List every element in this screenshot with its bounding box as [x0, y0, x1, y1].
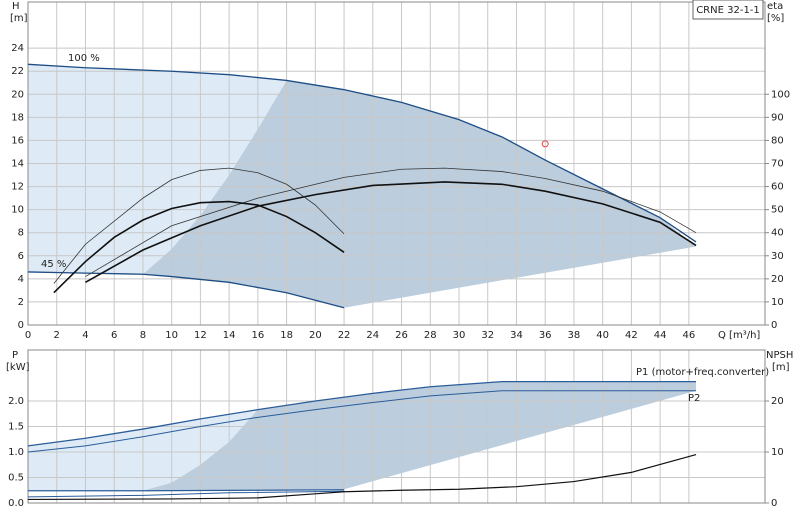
x-tick-label: 8: [140, 330, 146, 341]
x-tick-label: 4: [82, 330, 88, 341]
operating-region: [28, 64, 287, 275]
x-tick-label: 6: [111, 330, 117, 341]
y2-axis-label: NPSH: [766, 350, 793, 361]
x-tick-label: 46: [682, 330, 695, 341]
x-tick-label: 10: [165, 330, 178, 341]
y2-tick-label: 90: [771, 112, 784, 123]
curve-label: 45 %: [41, 259, 66, 270]
x-tick-label: 24: [366, 330, 379, 341]
y-tick-label: 8: [18, 228, 24, 239]
x-tick-label: 2: [54, 330, 60, 341]
x-axis-label: Q [m³/h]: [718, 330, 760, 341]
y2-tick-label: 30: [771, 251, 784, 262]
y2-tick-label: 20: [771, 396, 784, 407]
y-tick-label: 2: [18, 297, 24, 308]
y-tick-label: 16: [11, 135, 24, 146]
curve: [85, 167, 697, 277]
curve: [27, 63, 697, 243]
x-tick-label: 22: [338, 330, 351, 341]
operating-region: [142, 80, 697, 308]
y2-tick-label: 20: [771, 274, 784, 285]
x-tick-label: 12: [194, 330, 207, 341]
plot-frame: [27, 349, 766, 504]
y2-tick-label: 0: [771, 498, 777, 509]
y2-tick-label: 60: [771, 182, 784, 193]
y-axis-label: H: [12, 1, 20, 12]
x-tick-label: 30: [453, 330, 466, 341]
y2-axis-label: eta: [767, 1, 783, 12]
curve: [27, 490, 345, 498]
operating-region: [142, 381, 697, 491]
y2-tick-label: 10: [771, 297, 784, 308]
curve: [27, 271, 345, 309]
y2-axis-unit: [%]: [767, 13, 784, 24]
y2-tick-label: 100: [771, 89, 790, 100]
curve: [53, 167, 345, 284]
y2-tick-label: 40: [771, 228, 784, 239]
curve-label: P1 (motor+freq.converter): [636, 367, 769, 378]
x-tick-label: 34: [510, 330, 523, 341]
curve-label: P2: [688, 393, 700, 404]
x-tick-label: 14: [223, 330, 236, 341]
y2-tick-label: 50: [771, 205, 784, 216]
x-tick-label: 40: [596, 330, 609, 341]
y-tick-label: 0: [18, 320, 24, 331]
curve: [27, 380, 697, 447]
y-tick-label: 0.5: [8, 473, 24, 484]
y-tick-label: 6: [18, 251, 24, 262]
model-box: [692, 0, 764, 20]
y-axis-unit: [kW]: [6, 362, 30, 373]
y2-axis-unit: [m]: [772, 362, 790, 373]
x-tick-label: 42: [625, 330, 638, 341]
y-tick-label: 12: [11, 182, 24, 193]
y-axis-unit: [m]: [10, 13, 28, 24]
y-tick-label: 18: [11, 112, 24, 123]
y-tick-label: 1.5: [8, 422, 24, 433]
model-label: CRNE 32-1-1: [696, 5, 760, 16]
y-tick-label: 2.0: [8, 396, 24, 407]
y-tick-label: 0.0: [8, 498, 24, 509]
y-tick-label: 20: [11, 89, 24, 100]
y-tick-label: 22: [11, 66, 24, 77]
x-tick-label: 44: [654, 330, 667, 341]
curve: [28, 489, 345, 492]
curve-label: 100 %: [68, 53, 100, 64]
x-tick-label: 32: [481, 330, 494, 341]
x-tick-label: 20: [309, 330, 322, 341]
x-tick-label: 38: [568, 330, 581, 341]
y-axis-label: P: [12, 350, 18, 361]
curve: [27, 453, 697, 501]
y2-tick-label: 10: [771, 447, 784, 458]
duty-point: [541, 140, 549, 148]
x-tick-label: 16: [251, 330, 264, 341]
y-tick-label: 4: [18, 274, 24, 285]
y-tick-label: 24: [11, 43, 24, 54]
x-tick-label: 0: [25, 330, 31, 341]
x-tick-label: 26: [395, 330, 408, 341]
x-tick-label: 28: [424, 330, 437, 341]
plot-frame: [27, 1, 766, 326]
curve: [85, 181, 697, 284]
curve: [53, 200, 345, 294]
curve: [27, 390, 697, 453]
y-tick-label: 1.0: [8, 447, 24, 458]
y2-tick-label: 80: [771, 135, 784, 146]
x-tick-label: 18: [280, 330, 293, 341]
y2-tick-label: 70: [771, 159, 784, 170]
y-tick-label: 10: [11, 205, 24, 216]
x-tick-label: 36: [539, 330, 552, 341]
y2-tick-label: 0: [771, 320, 777, 331]
y-tick-label: 14: [11, 159, 24, 170]
